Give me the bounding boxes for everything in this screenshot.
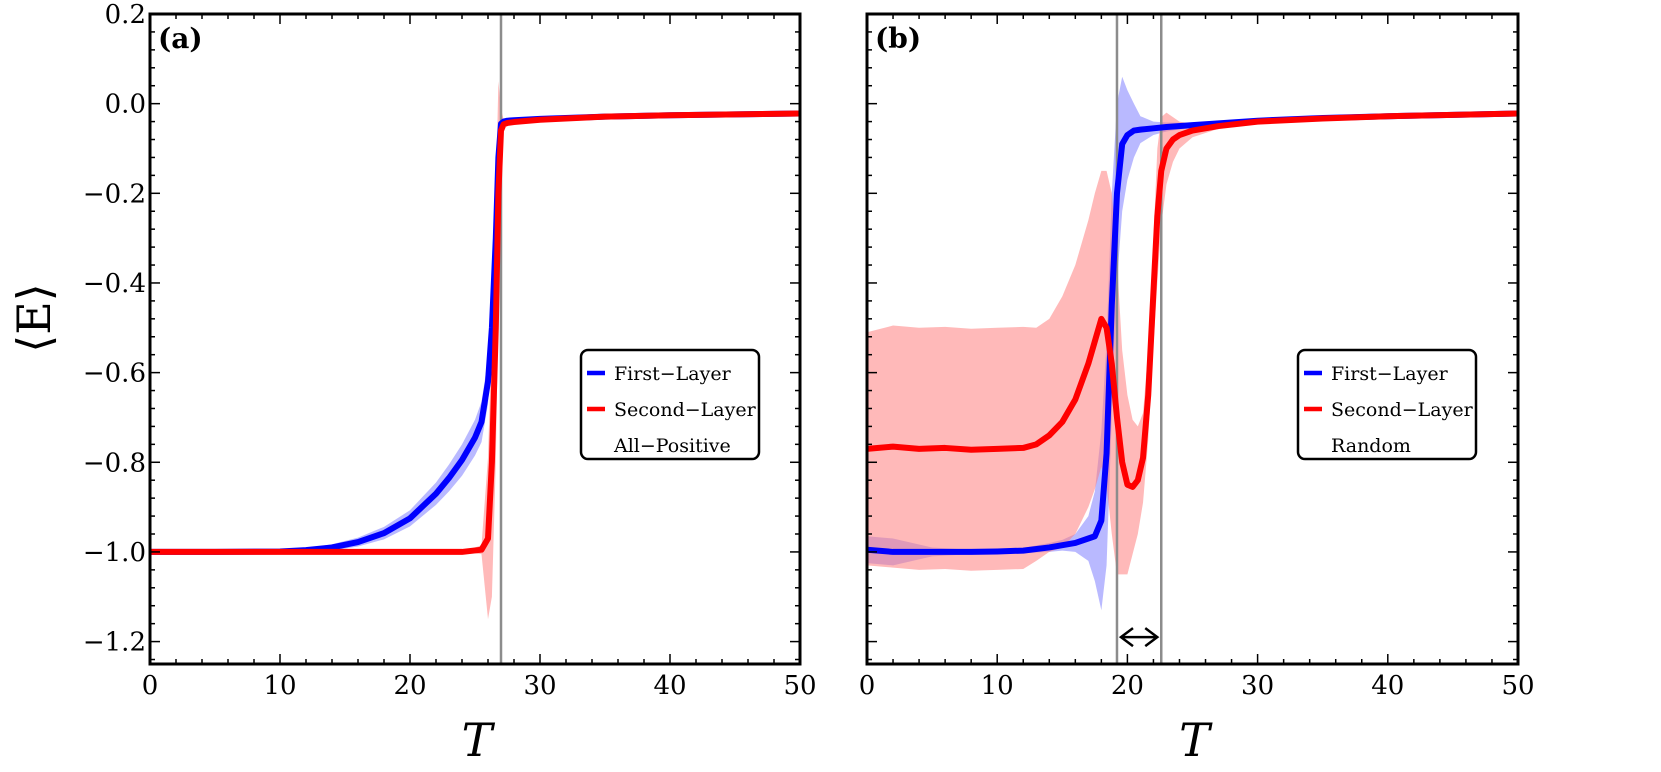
x-axis-title: T [462, 713, 496, 767]
legend-box [1296, 348, 1478, 461]
legend-box [579, 348, 761, 461]
x-axis-title: T [1179, 713, 1213, 767]
series-line-second-layer [867, 110, 1518, 490]
x-tick-label: 50 [1501, 671, 1534, 701]
x-tick-label: 10 [981, 671, 1014, 701]
legend-label: All−Positive [613, 435, 731, 457]
y-tick-label: −0.2 [83, 179, 146, 209]
series-line-second-layer [150, 110, 800, 555]
double-arrow-left-head [1118, 627, 1134, 648]
error-band-first-layer [150, 113, 800, 553]
legend: First−Layer Second−Layer Random [1296, 348, 1478, 461]
x-tick-label: 40 [653, 671, 686, 701]
plot-frame [865, 12, 1520, 666]
y-tick-label: −1.2 [83, 628, 146, 658]
y-axis-title: ⟨E⟩ [7, 283, 61, 352]
x-tick-label: 30 [1241, 671, 1274, 701]
x-tick-label: 0 [142, 671, 159, 701]
legend-label: First−Layer [614, 363, 732, 385]
legend-label: Second−Layer [614, 399, 757, 421]
y-tick-label: −0.6 [83, 359, 146, 389]
series-line-first-layer [150, 110, 800, 555]
plot-area [867, 14, 1518, 664]
error-band-second-layer [867, 112, 1518, 575]
plot-frame [148, 12, 802, 666]
legend: First−Layer Second−Layer All−Positive [579, 348, 761, 461]
x-tick-label: 10 [263, 671, 296, 701]
legend-label: Second−Layer [1331, 399, 1474, 421]
y-tick-label: −0.8 [83, 448, 146, 478]
panel-a: 0 10 20 30 40 50 0.2 0.0 −0.2 −0.4 −0.6 −0.8 −1.0 −1.… [83, 0, 817, 767]
y-tick-label: −1.0 [83, 538, 146, 568]
x-tick-label: 40 [1371, 671, 1404, 701]
x-tick-label: 20 [1111, 671, 1144, 701]
y-tick-label: 0.0 [105, 90, 146, 120]
double-arrow-right-head [1144, 627, 1160, 648]
x-tick-label: 20 [393, 671, 426, 701]
panel-label: (b) [875, 22, 921, 55]
y-tick-label: −0.4 [83, 269, 146, 299]
x-tick-label: 50 [783, 671, 816, 701]
x-tick-label: 0 [859, 671, 876, 701]
legend-label: Random [1331, 435, 1411, 457]
y-tick-label: 0.2 [105, 0, 146, 30]
panel-b: 0 10 20 30 40 50 T (b) First−Layer Second−Layer Ra… [859, 12, 1535, 767]
x-tick-label: 30 [523, 671, 556, 701]
plot-area [150, 14, 800, 664]
legend-label: First−Layer [1331, 363, 1449, 385]
panel-label: (a) [158, 22, 203, 55]
